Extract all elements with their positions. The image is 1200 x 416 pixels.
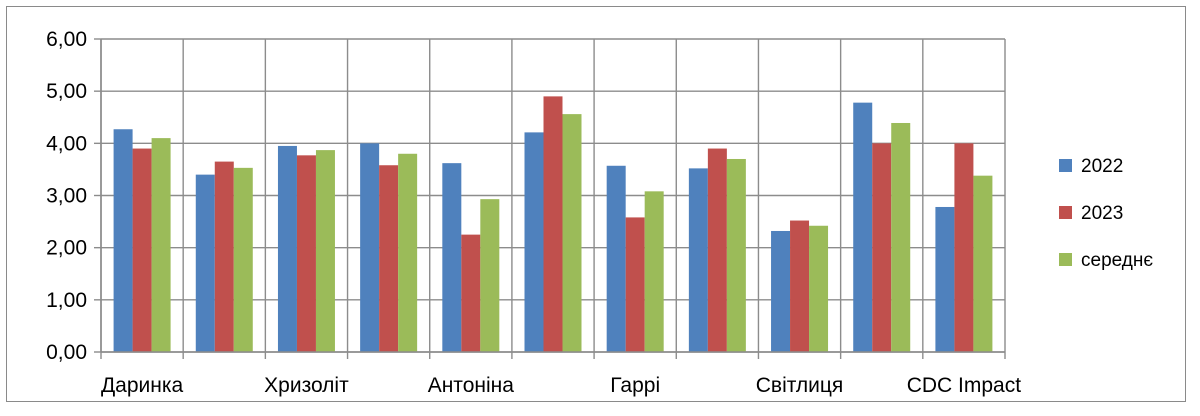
bar-2023-8 [790, 221, 809, 352]
x-tick-label: Хризоліт [264, 374, 349, 397]
bar-2022-4 [442, 163, 461, 352]
bar-2022-6 [607, 166, 626, 352]
bar-2023-3 [379, 165, 398, 352]
legend-label-2023: 2023 [1081, 203, 1123, 224]
y-tick-label: 3,00 [46, 185, 87, 208]
legend-swatch-середнє [1059, 253, 1072, 266]
bar-2023-0 [133, 149, 152, 352]
y-tick-label: 6,00 [46, 28, 87, 51]
bar-2022-0 [114, 129, 133, 352]
x-tick-labels: Даринка Хризоліт Антоніна Гаррі Світлиця CDC … [101, 374, 1021, 397]
y-tick-label: 0,00 [46, 341, 87, 364]
bar-середнє-2 [316, 150, 335, 352]
legend-swatch-2023 [1059, 206, 1072, 219]
bar-2022-9 [853, 103, 872, 352]
bar-2023-10 [954, 143, 973, 352]
bar-середнє-4 [480, 199, 499, 352]
bar-середнє-9 [891, 123, 910, 352]
y-tick-label: 1,00 [46, 289, 87, 312]
bar-2023-1 [215, 162, 234, 352]
y-tick-label: 2,00 [46, 237, 87, 260]
bar-2022-8 [771, 231, 790, 352]
bar-середнє-7 [727, 159, 746, 352]
bar-2022-1 [196, 175, 215, 352]
bar-2022-10 [935, 207, 954, 352]
y-tick-labels: 0,00 1,00 2,00 3,00 4,00 5,00 6,00 [46, 28, 87, 364]
bar-середнє-10 [973, 176, 992, 352]
bar-2023-5 [544, 96, 563, 352]
bar-2022-3 [360, 143, 379, 352]
legend-label-середнє: середнє [1081, 250, 1153, 271]
bar-chart: 0,00 1,00 2,00 3,00 4,00 5,00 6,00 Даринка Хриз… [7, 7, 1187, 403]
bar-середнє-5 [563, 114, 582, 352]
bar-середнє-6 [645, 191, 664, 352]
x-tick-label: Антоніна [428, 374, 515, 397]
bar-2023-4 [461, 235, 480, 352]
bars-layer [114, 96, 993, 352]
y-tick-label: 5,00 [46, 80, 87, 103]
bar-середнє-1 [234, 168, 253, 352]
bar-середнє-3 [398, 154, 417, 352]
legend-swatch-2022 [1059, 159, 1072, 172]
bar-2022-2 [278, 146, 297, 352]
bar-2023-2 [297, 155, 316, 352]
bar-2022-7 [689, 168, 708, 352]
bar-2023-7 [708, 149, 727, 352]
bar-2023-9 [872, 143, 891, 352]
x-tick-label: Даринка [101, 374, 184, 397]
x-tick-label: CDC Impact [907, 374, 1022, 397]
x-tick-label: Гаррі [610, 374, 660, 397]
x-tick-label: Світлиця [756, 374, 844, 397]
y-tick-label: 4,00 [46, 132, 87, 155]
chart-frame: 0,00 1,00 2,00 3,00 4,00 5,00 6,00 Даринка Хриз… [6, 6, 1186, 402]
bar-середнє-8 [809, 226, 828, 352]
legend: 2022 2023 середнє [1059, 156, 1153, 271]
bar-2022-5 [525, 132, 544, 352]
bar-середнє-0 [152, 138, 171, 352]
bar-2023-6 [626, 217, 645, 352]
legend-label-2022: 2022 [1081, 156, 1123, 177]
